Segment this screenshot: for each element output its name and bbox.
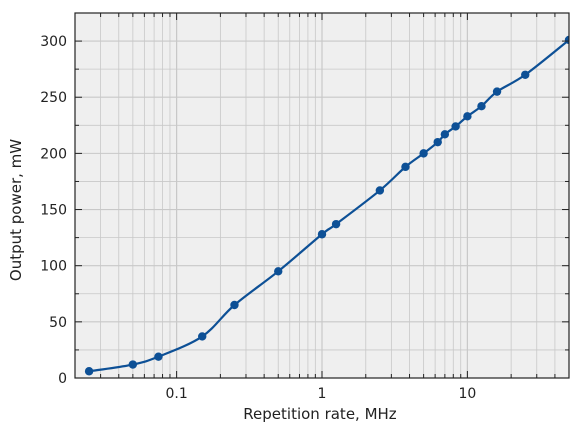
data-point	[154, 352, 163, 361]
data-point	[128, 360, 138, 369]
y-tick-label: 100	[40, 259, 67, 275]
data-point	[198, 332, 207, 341]
data-point	[317, 230, 327, 239]
x-tick-label: 10	[458, 386, 476, 402]
data-point	[477, 102, 486, 111]
y-tick-label: 300	[40, 34, 67, 50]
x-axis-label: Repetition rate, MHz	[243, 405, 397, 423]
data-point	[492, 87, 502, 96]
data-point	[440, 130, 450, 139]
data-point	[564, 35, 569, 45]
data-point	[463, 112, 472, 121]
data-point	[274, 267, 283, 276]
y-tick-label: 50	[49, 315, 67, 331]
series-points	[84, 35, 569, 376]
data-point	[419, 149, 428, 158]
data-point	[84, 367, 94, 376]
x-tick-label: 0.1	[165, 386, 187, 402]
y-tick-label: 250	[40, 90, 67, 106]
y-tick-label: 200	[40, 146, 67, 162]
data-point	[230, 300, 239, 310]
data-point	[521, 70, 530, 79]
data-point	[451, 122, 460, 131]
x-tick-label: 1	[318, 386, 327, 402]
y-tick-label: 150	[40, 203, 67, 219]
data-point	[331, 219, 341, 229]
data-point	[375, 186, 385, 195]
grid-lines	[75, 13, 569, 378]
data-point	[433, 137, 442, 147]
y-axis-label: Output power, mW	[7, 139, 25, 281]
y-tick-label: 0	[58, 371, 67, 387]
data-point	[401, 162, 410, 172]
